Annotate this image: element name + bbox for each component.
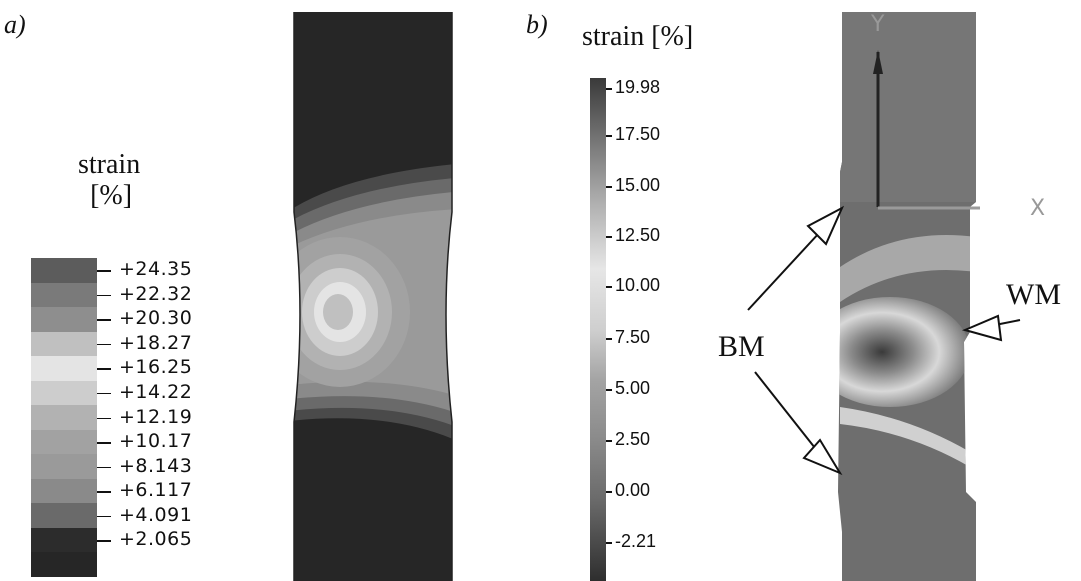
bm-arrow-upper bbox=[747, 205, 845, 311]
dic-colorbar-tick-label: 5.00 bbox=[615, 378, 651, 398]
dic-colorbar-tick-mark bbox=[606, 135, 612, 137]
dic-colorbar-tick-mark bbox=[606, 542, 612, 544]
dic-colorbar-tick-mark bbox=[606, 286, 612, 288]
fea-legend-tick-label: +4.091 bbox=[119, 503, 193, 526]
fea-legend-tick-mark bbox=[97, 417, 111, 419]
fea-legend-swatch bbox=[31, 405, 97, 431]
fea-legend-swatch bbox=[31, 527, 97, 553]
fea-legend-tick-mark bbox=[97, 270, 111, 272]
dic-colorbar-tick-mark bbox=[606, 491, 612, 493]
fea-legend-tick-label: +14.22 bbox=[119, 380, 193, 403]
dic-colorbar-tick-label: -2.21 bbox=[615, 531, 657, 551]
fea-legend-swatch bbox=[31, 356, 97, 382]
fea-legend-tick-label: +24.35 bbox=[119, 258, 193, 281]
fea-legend-swatch bbox=[31, 429, 97, 455]
dic-colorbar-tick-mark bbox=[606, 236, 612, 238]
fea-legend-swatch bbox=[31, 331, 97, 357]
fea-legend-tick-label: +18.27 bbox=[119, 331, 193, 354]
fea-legend-tick-label: +22.32 bbox=[119, 282, 193, 305]
axis-x-label: X bbox=[1030, 196, 1046, 221]
fea-legend-swatch bbox=[31, 454, 97, 480]
callout-bm: BM bbox=[718, 330, 765, 363]
fea-legend-tick-label: +6.117 bbox=[119, 479, 193, 502]
fea-legend-tick-label: +16.25 bbox=[119, 356, 193, 379]
fea-legend-tick-label: +8.143 bbox=[119, 454, 193, 477]
bm-arrow-lower bbox=[754, 371, 843, 476]
fea-legend-bar bbox=[31, 258, 97, 578]
dic-colorbar-tick-label: 2.50 bbox=[615, 429, 651, 449]
dic-colorbar-tick-label: 0.00 bbox=[615, 480, 651, 500]
callout-wm: WM bbox=[1006, 278, 1061, 311]
dic-colorbar-ticks: 19.98 17.50 15.00 12.50 10.00 7.50 5.00 2.50 0.0… bbox=[606, 77, 686, 581]
fea-legend-swatch bbox=[31, 282, 97, 308]
fea-legend-tick-mark bbox=[97, 491, 111, 493]
dic-colorbar-tick-mark bbox=[606, 88, 612, 90]
fea-legend-title: strain [%] bbox=[78, 149, 141, 212]
dic-colorbar-tick-label: 12.50 bbox=[615, 225, 661, 245]
fea-legend-tick-mark bbox=[97, 442, 111, 444]
dic-colorbar-tick-label: 17.50 bbox=[615, 124, 661, 144]
fea-legend-tick-mark bbox=[97, 392, 111, 395]
fea-legend-title-line2: [%] bbox=[90, 179, 133, 211]
fea-legend-title-line1: strain bbox=[78, 149, 141, 180]
wm-arrow bbox=[961, 314, 1021, 342]
dic-colorbar-tick-label: 7.50 bbox=[615, 327, 651, 347]
fea-legend-swatch bbox=[31, 552, 97, 578]
fea-specimen bbox=[293, 12, 453, 581]
fea-legend-ticks: +24.35 +22.32 +20.30 +18.27 +16.25 +14.22 +12.… bbox=[97, 258, 257, 577]
axis-y-label: Y bbox=[871, 12, 885, 37]
fea-legend-tick-label: +12.19 bbox=[119, 405, 193, 428]
dic-colorbar-tick-mark bbox=[606, 440, 612, 442]
dic-colorbar-tick-label: 10.00 bbox=[615, 275, 661, 295]
fea-legend-swatch bbox=[31, 503, 97, 529]
fea-legend-tick-mark bbox=[97, 368, 111, 370]
fea-legend-tick-label: +10.17 bbox=[119, 430, 193, 453]
fea-legend-swatch bbox=[31, 258, 97, 284]
dic-colorbar-tick-mark bbox=[606, 389, 612, 391]
fea-legend-tick-mark bbox=[97, 343, 111, 346]
fea-legend-swatch bbox=[31, 380, 97, 406]
dic-specimen bbox=[838, 12, 980, 581]
dic-colorbar-tick-label: 15.00 bbox=[615, 175, 661, 195]
dic-colorbar-tick-mark bbox=[606, 338, 612, 340]
fea-legend-tick-mark bbox=[97, 466, 111, 469]
panel-a-label: a) bbox=[4, 10, 26, 39]
dic-colorbar-tick-mark bbox=[606, 186, 612, 188]
fea-legend-tick-mark bbox=[97, 540, 111, 542]
dic-colorbar-tick-label: 19.98 bbox=[615, 77, 661, 97]
fea-legend-swatch bbox=[31, 307, 97, 333]
dic-colorbar bbox=[590, 78, 606, 581]
dic-legend-title: strain [%] bbox=[582, 21, 694, 52]
fea-legend-tick-mark bbox=[97, 515, 111, 518]
panel-b-label: b) bbox=[526, 10, 548, 39]
fea-legend-tick-mark bbox=[97, 319, 111, 321]
fea-legend-tick-label: +20.30 bbox=[119, 307, 193, 330]
fea-legend-swatch bbox=[31, 478, 97, 504]
fea-legend-tick-mark bbox=[97, 294, 111, 297]
fea-legend-tick-label: +2.065 bbox=[119, 528, 193, 551]
